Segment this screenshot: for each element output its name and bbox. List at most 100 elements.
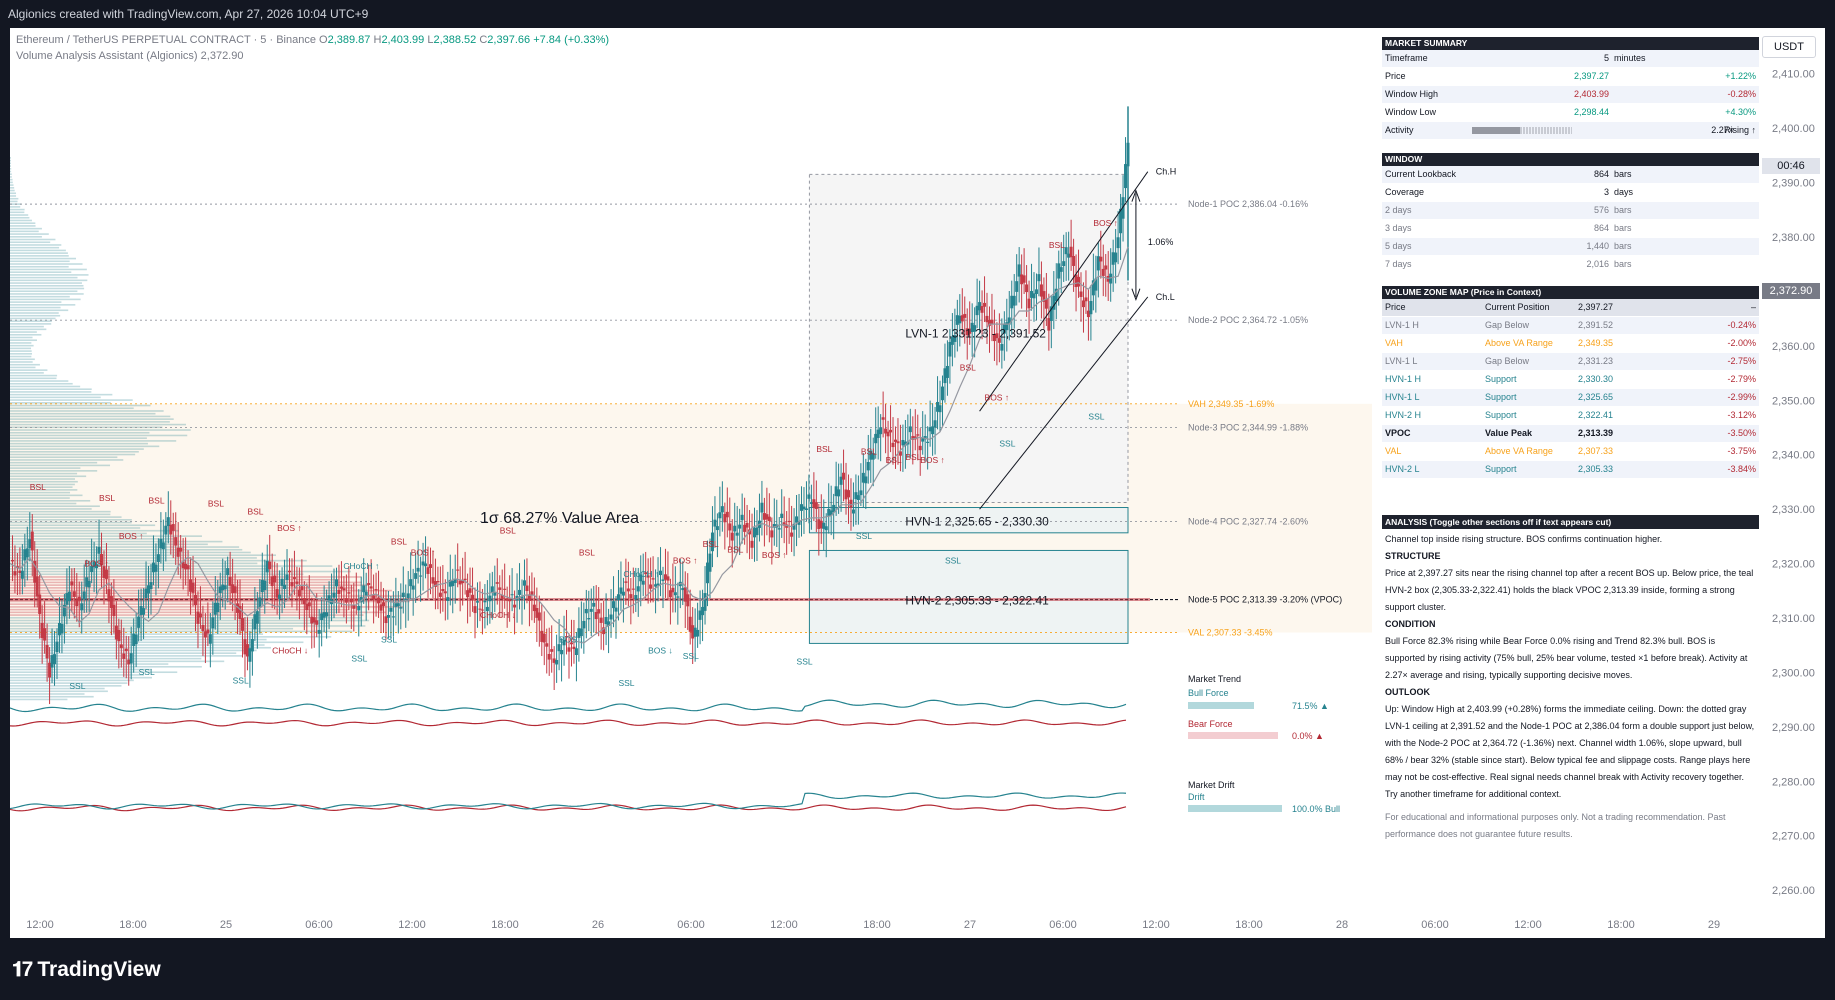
chart-panel[interactable]: Node-1 POC 2,386.04 -0.16% Node-2 POC 2,3… bbox=[10, 28, 1825, 938]
candle-body bbox=[394, 603, 398, 607]
x-axis-tick-label: 18:00 bbox=[119, 919, 147, 931]
volume-profile-bar bbox=[10, 393, 113, 396]
candle-body bbox=[557, 644, 561, 652]
analysis-panel: ANALYSIS (Toggle other sections off if t… bbox=[1382, 515, 1759, 845]
candle-body bbox=[381, 602, 385, 607]
y-axis-tick-label: 2,300.00 bbox=[1772, 667, 1815, 679]
candle-body bbox=[1072, 256, 1076, 266]
candle-body bbox=[433, 581, 437, 587]
candle-body bbox=[859, 490, 863, 496]
candle-body bbox=[97, 546, 101, 554]
y-axis-tick-label: 2,290.00 bbox=[1772, 722, 1815, 734]
candle-body bbox=[770, 530, 774, 538]
volume-profile-bar bbox=[10, 622, 329, 625]
candle-body bbox=[619, 587, 623, 594]
candle-body bbox=[824, 526, 828, 531]
candle-body bbox=[25, 548, 29, 558]
open-value: 2,389.87 bbox=[327, 34, 371, 46]
x-axis-tick-label: 27 bbox=[964, 919, 976, 931]
candle-body bbox=[283, 584, 287, 589]
volume-profile-bar bbox=[10, 671, 178, 674]
volume-profile-bar bbox=[10, 361, 33, 363]
candle-body bbox=[441, 588, 445, 592]
candle-body bbox=[399, 607, 403, 609]
header-bar: Algionics created with TradingView.com, … bbox=[0, 0, 1835, 28]
structure-mark: BSL bbox=[886, 455, 902, 465]
volume-profile-bar bbox=[10, 606, 403, 608]
vzm-pct: -2.79% bbox=[1727, 374, 1756, 384]
window-row: 5 days 1,440 bars bbox=[1382, 238, 1759, 256]
candle-body bbox=[602, 627, 606, 635]
candle-body bbox=[1044, 298, 1048, 309]
vzm-label: HVN-1 H bbox=[1385, 374, 1422, 384]
candle-body bbox=[854, 492, 858, 500]
candle-body bbox=[651, 578, 655, 580]
ms-label: Window High bbox=[1385, 89, 1439, 99]
volume-profile-bar bbox=[10, 350, 32, 352]
structure-mark: BOS ↑ bbox=[985, 392, 1010, 402]
indicator-name: Volume Analysis Assistant (Algionics) bbox=[16, 50, 198, 62]
y-axis-tick-label: 2,330.00 bbox=[1772, 504, 1815, 516]
candle-body bbox=[641, 580, 645, 585]
indicator-value: 2,372.90 bbox=[200, 50, 244, 62]
candle-body bbox=[245, 644, 249, 657]
candle-body bbox=[809, 502, 813, 504]
candle-body bbox=[490, 586, 494, 593]
vzm-head-value: 2,397.27 bbox=[1578, 302, 1614, 312]
structure-mark: BOS ↑ bbox=[762, 550, 787, 560]
window-label: 2 days bbox=[1385, 205, 1412, 215]
structure-mark: SSL bbox=[69, 681, 85, 691]
x-axis-tick-label: 28 bbox=[1336, 919, 1348, 931]
volume-profile-bar bbox=[10, 636, 332, 638]
candle-body bbox=[879, 427, 883, 435]
candle-body bbox=[38, 594, 42, 614]
candle-body bbox=[874, 433, 878, 444]
candle-body bbox=[270, 576, 274, 587]
structure-mark: SSL bbox=[999, 439, 1015, 449]
volume-profile-bar bbox=[10, 578, 339, 581]
candle-body bbox=[686, 594, 690, 607]
candle-body bbox=[300, 586, 304, 591]
candle-body bbox=[612, 601, 616, 609]
currency-button[interactable]: USDT bbox=[1762, 36, 1816, 58]
candle-body bbox=[629, 594, 633, 598]
candle-body bbox=[804, 508, 808, 510]
candle-body bbox=[488, 595, 492, 602]
indicator-legend[interactable]: Volume Analysis Assistant (Algionics) 2,… bbox=[16, 50, 243, 62]
candle-body bbox=[634, 595, 638, 600]
candle-body bbox=[428, 564, 432, 568]
volume-profile-bar bbox=[10, 328, 47, 331]
candle-body bbox=[572, 646, 576, 650]
volume-profile-bar bbox=[10, 404, 151, 407]
candle-body bbox=[480, 609, 484, 611]
volume-profile-bar bbox=[10, 363, 40, 366]
y-axis-tick-label: 2,390.00 bbox=[1772, 178, 1815, 190]
candle-body bbox=[540, 630, 544, 642]
volume-profile-bar bbox=[10, 369, 48, 371]
volume-profile-bar bbox=[10, 358, 35, 361]
volume-profile-bar bbox=[10, 644, 265, 646]
candle-body bbox=[933, 420, 937, 428]
candle-body bbox=[290, 582, 294, 587]
candle-body bbox=[132, 633, 136, 647]
structure-mark: BOS ↑ bbox=[277, 523, 302, 533]
candle-body bbox=[654, 584, 658, 587]
tradingview-logo[interactable]: 𝟏7 TradingView bbox=[12, 958, 161, 982]
structure-mark: BOS ↑ bbox=[1093, 218, 1118, 228]
volume-profile-bar bbox=[10, 554, 276, 557]
volume-profile-bar bbox=[10, 170, 12, 173]
price-chart[interactable]: Node-1 POC 2,386.04 -0.16% Node-2 POC 2,3… bbox=[10, 28, 1825, 938]
candle-body bbox=[1119, 208, 1123, 234]
candle-body bbox=[310, 616, 314, 624]
candle-body bbox=[508, 599, 512, 602]
candle-body bbox=[728, 523, 732, 531]
candle-body bbox=[312, 617, 316, 623]
candle-body bbox=[1015, 281, 1019, 292]
candle-body bbox=[223, 585, 227, 590]
vzm-position: Support bbox=[1485, 374, 1517, 384]
node-label: VAL 2,307.33 -3.45% bbox=[1188, 628, 1273, 638]
candle-body bbox=[114, 625, 118, 640]
vzm-label: VAL bbox=[1385, 446, 1402, 456]
volume-profile-bar bbox=[10, 657, 202, 660]
window-label: 3 days bbox=[1385, 223, 1412, 233]
